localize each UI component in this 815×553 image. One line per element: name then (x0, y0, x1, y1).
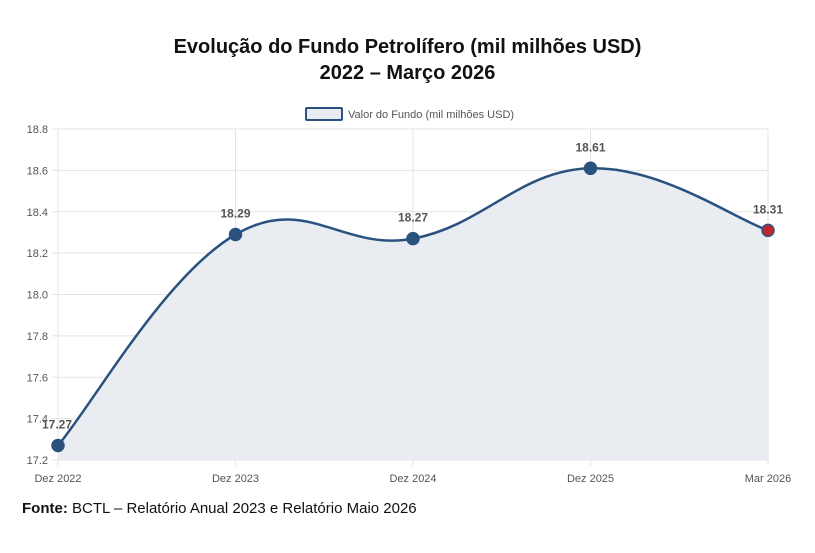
x-axis-ticks: Dez 2022 Dez 2023 Dez 2024 Dez 2025 Mar 2026 (34, 473, 791, 485)
x-tick-label: Dez 2023 (212, 473, 259, 485)
x-tick-label: Dez 2025 (567, 473, 614, 485)
chart-title-line-2: 2022 – Março 2026 (319, 62, 496, 84)
y-tick-label: 18.8 (27, 124, 48, 136)
legend-label: Valor do Fundo (mil milhões USD) (348, 109, 514, 121)
y-tick-label: 17.8 (27, 331, 48, 343)
source-label: Fonte: (22, 500, 68, 517)
data-label: 18.61 (575, 140, 605, 154)
data-label: 18.29 (220, 207, 250, 221)
y-tick-label: 17.6 (27, 372, 48, 384)
x-tick-label: Dez 2022 (34, 473, 81, 485)
legend[interactable]: Valor do Fundo (mil milhões USD) (305, 107, 514, 121)
y-tick-label: 17.2 (27, 455, 48, 467)
data-label: 18.27 (398, 211, 428, 225)
data-point[interactable] (406, 231, 420, 246)
y-tick-label: 18.6 (27, 165, 48, 177)
y-tick-label: 18.2 (27, 248, 48, 260)
x-tick-label: Mar 2026 (745, 473, 791, 485)
data-labels: 17.27 18.29 18.27 18.61 18.31 (42, 140, 783, 431)
x-tick-label: Dez 2024 (389, 473, 436, 485)
source-text: BCTL – Relatório Anual 2023 e Relatório … (67, 500, 417, 517)
data-points (51, 161, 775, 453)
data-label: 18.31 (753, 202, 783, 216)
y-tick-label: 18.4 (27, 207, 48, 219)
chart-title-line-1: Evolução do Fundo Petrolífero (mil milhõ… (173, 36, 642, 58)
data-point[interactable] (761, 223, 775, 238)
data-point[interactable] (228, 227, 243, 242)
y-tick-label: 17.4 (27, 414, 48, 426)
y-axis-ticks: 17.2 17.4 17.6 17.8 18.0 18.2 18.4 18.6 18.8 (27, 124, 48, 467)
chart-title: Evolução do Fundo Petrolífero (mil milhõ… (0, 34, 815, 86)
data-point[interactable] (583, 161, 598, 176)
legend-swatch (305, 107, 343, 121)
data-point[interactable] (51, 438, 65, 453)
data-label: 17.27 (42, 418, 72, 432)
y-tick-label: 18.0 (27, 290, 48, 302)
source-note: Fonte: BCTL – Relatório Anual 2023 e Rel… (22, 500, 417, 517)
